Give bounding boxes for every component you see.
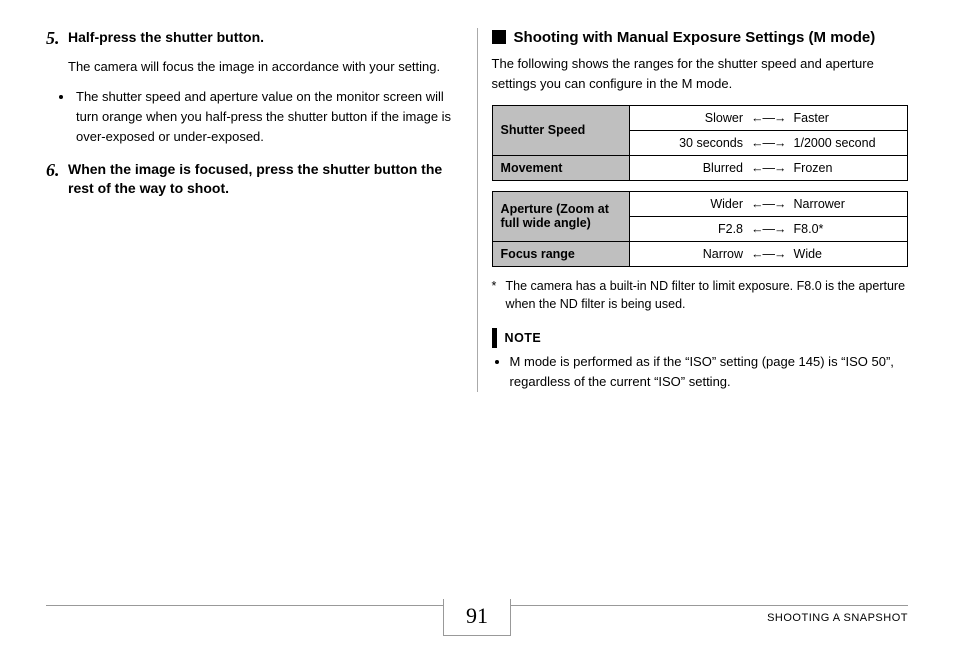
range-right: F8.0*	[792, 222, 889, 236]
step-number: 6.	[46, 160, 68, 181]
range-cell: 30 seconds ←—→ 1/2000 second	[629, 130, 907, 155]
arrow-icon: ←—→	[745, 222, 792, 236]
range-cell: F2.8 ←—→ F8.0*	[629, 216, 907, 241]
range-left: Blurred	[648, 161, 745, 175]
step-5-bullets: The shutter speed and aperture value on …	[74, 87, 453, 147]
arrow-icon: ←—→	[745, 197, 792, 211]
section-heading: Shooting with Manual Exposure Settings (…	[492, 28, 908, 48]
note-heading: NOTE	[492, 328, 908, 348]
column-divider	[477, 28, 478, 392]
step-6: 6. When the image is focused, press the …	[46, 160, 453, 199]
note-label: NOTE	[505, 331, 542, 345]
range-right: Wide	[792, 247, 889, 261]
range-left: F2.8	[648, 222, 745, 236]
section-desc: The following shows the ranges for the s…	[492, 54, 908, 94]
range-left: Narrow	[648, 247, 745, 261]
left-column: 5. Half-press the shutter button. The ca…	[46, 28, 473, 392]
aperture-table: Aperture (Zoom at full wide angle) Wider…	[492, 191, 908, 267]
range-cell: Slower ←—→ Faster	[629, 105, 907, 130]
note-item: M mode is performed as if the “ISO” sett…	[510, 352, 908, 392]
range-left: 30 seconds	[648, 136, 745, 150]
arrow-icon: ←—→	[745, 111, 792, 125]
range-cell: Wider ←—→ Narrower	[629, 191, 907, 216]
label-cell: Focus range	[492, 241, 629, 266]
range-right: Faster	[792, 111, 889, 125]
right-column: Shooting with Manual Exposure Settings (…	[482, 28, 908, 392]
footer-line: 91 SHOOTING A SNAPSHOT	[46, 605, 908, 624]
label-cell: Shutter Speed	[492, 105, 629, 155]
arrow-icon: ←—→	[745, 247, 792, 261]
range-cell: Blurred ←—→ Frozen	[629, 155, 907, 180]
manual-page: 5. Half-press the shutter button. The ca…	[0, 0, 954, 646]
bullet-item: The shutter speed and aperture value on …	[74, 87, 453, 147]
columns: 5. Half-press the shutter button. The ca…	[46, 28, 908, 392]
arrow-icon: ←—→	[745, 161, 792, 175]
range-left: Slower	[648, 111, 745, 125]
range-right: Frozen	[792, 161, 889, 175]
range-right: 1/2000 second	[792, 136, 889, 150]
page-footer: 91 SHOOTING A SNAPSHOT	[46, 605, 908, 624]
label-cell: Movement	[492, 155, 629, 180]
range-left: Wider	[648, 197, 745, 211]
note-bar-icon	[492, 328, 497, 348]
footnote-marker: *	[492, 277, 506, 315]
footnote: * The camera has a built-in ND filter to…	[492, 277, 908, 315]
range-cell: Narrow ←—→ Wide	[629, 241, 907, 266]
page-number: 91	[443, 599, 511, 636]
step-5: 5. Half-press the shutter button.	[46, 28, 453, 49]
note-list: M mode is performed as if the “ISO” sett…	[510, 352, 908, 392]
footnote-text: The camera has a built-in ND filter to l…	[506, 277, 908, 315]
arrow-icon: ←—→	[745, 136, 792, 150]
range-right: Narrower	[792, 197, 889, 211]
shutter-speed-table: Shutter Speed Slower ←—→ Faster 30 secon…	[492, 105, 908, 181]
section-name: SHOOTING A SNAPSHOT	[767, 612, 908, 624]
square-bullet-icon	[492, 30, 506, 44]
step-title: When the image is focused, press the shu…	[68, 160, 453, 199]
label-cell: Aperture (Zoom at full wide angle)	[492, 191, 629, 241]
step-5-desc: The camera will focus the image in accor…	[68, 57, 453, 77]
step-number: 5.	[46, 28, 68, 49]
heading-text: Shooting with Manual Exposure Settings (…	[514, 28, 876, 48]
step-title: Half-press the shutter button.	[68, 28, 264, 48]
